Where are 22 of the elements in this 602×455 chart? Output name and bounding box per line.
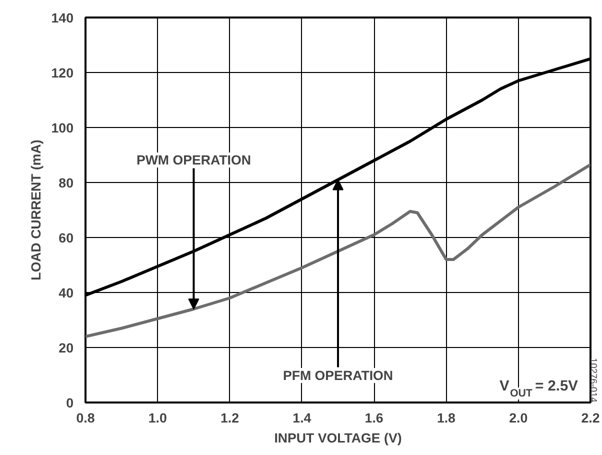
x-tick-label: 1.2	[220, 410, 240, 426]
x-axis-title: INPUT VOLTAGE (V)	[274, 430, 402, 446]
annotation: PWM OPERATION	[136, 152, 251, 168]
y-tick-label: 60	[58, 230, 74, 246]
y-tick-label: 40	[58, 286, 74, 300]
annotation: 10276-014	[588, 358, 598, 402]
x-tick-label: 2.2	[581, 410, 600, 426]
y-tick-label: 20	[58, 340, 74, 356]
x-tick-label: 0.8	[76, 410, 95, 426]
x-tick-label: 2.0	[509, 410, 528, 426]
x-tick-label: 1.0	[148, 410, 167, 426]
x-tick-label: 1.8	[436, 410, 456, 426]
annotation: PFM OPERATION	[282, 368, 394, 384]
y-axis-title: LOAD CURRENT (mA)	[28, 140, 44, 280]
x-tick-label: 1.4	[292, 410, 312, 426]
y-tick-label: 0	[66, 396, 74, 410]
x-tick-label: 1.6	[364, 410, 384, 426]
y-tick-label: 100	[51, 120, 74, 136]
y-tick-label: 120	[51, 66, 74, 80]
y-tick-label: 80	[58, 176, 74, 190]
line-series	[86, 163, 590, 338]
y-tick-label: 140	[51, 10, 74, 26]
